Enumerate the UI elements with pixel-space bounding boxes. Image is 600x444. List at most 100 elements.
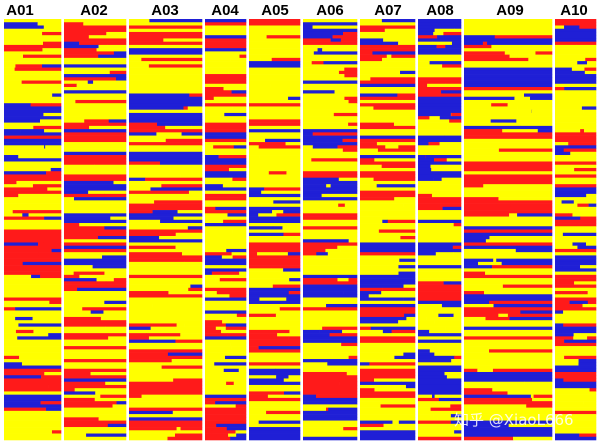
heatmap-cell [484, 291, 520, 295]
heatmap-cell [394, 197, 416, 201]
heatmap-cell [464, 41, 484, 46]
heatmap-cell [286, 297, 301, 302]
heatmap-cell [303, 48, 318, 52]
heatmap-cell [433, 31, 444, 36]
heatmap-cell [249, 155, 260, 159]
heatmap-cell [129, 239, 203, 243]
heatmap-cell [442, 206, 462, 211]
heatmap-cell [4, 210, 13, 214]
heatmap-cell [129, 19, 150, 23]
heatmap-cell [520, 310, 553, 314]
heatmap-cell [27, 362, 62, 366]
heatmap-cell [555, 31, 597, 36]
heatmap-cell [489, 235, 553, 240]
heatmap-cell [381, 125, 416, 130]
heatmap-cell [174, 433, 203, 438]
heatmap-cell [4, 184, 16, 188]
heatmap-cell [4, 158, 62, 162]
heatmap-cell [387, 219, 416, 224]
heatmap-cell [337, 245, 358, 250]
heatmap-cell [205, 38, 247, 42]
heatmap-cell [249, 164, 301, 169]
heatmap-cell [555, 129, 581, 133]
heatmap-cell [555, 164, 597, 169]
heatmap-cell [441, 177, 462, 182]
heatmap-cell [227, 213, 247, 217]
heatmap-cell [418, 132, 462, 136]
heatmap-cell [303, 245, 338, 250]
heatmap-cell [360, 278, 416, 282]
heatmap-cell [507, 103, 553, 107]
heatmap-cell [129, 103, 203, 107]
heatmap-cell [418, 103, 462, 107]
heatmap-cell [390, 87, 416, 91]
heatmap-cell [327, 362, 358, 366]
heatmap-cell [509, 255, 553, 259]
heatmap-cell [37, 346, 62, 350]
heatmap-cell [4, 206, 62, 211]
heatmap-cell [464, 28, 553, 33]
heatmap-cell [4, 125, 34, 130]
heatmap-cell [77, 287, 127, 292]
heatmap-cell [205, 268, 247, 272]
heatmap-cell [4, 297, 62, 302]
heatmap-cell [205, 167, 230, 172]
heatmap-cell [303, 106, 358, 110]
heatmap-cell [129, 109, 182, 114]
heatmap-cell [464, 38, 553, 42]
heatmap-cell [249, 365, 301, 370]
heatmap-cell [555, 287, 597, 292]
heatmap-cell [4, 436, 62, 441]
heatmap-cell [129, 61, 164, 65]
heatmap-cell [4, 174, 32, 178]
heatmap-cell [129, 167, 171, 172]
heatmap-cell [555, 193, 587, 198]
heatmap-cell [381, 164, 399, 169]
heatmap-cell [418, 365, 462, 370]
heatmap-cell [64, 57, 127, 62]
heatmap-cell [464, 313, 499, 318]
heatmap-cell [303, 213, 358, 217]
heatmap-cell [64, 48, 97, 52]
heatmap-cell [205, 74, 247, 78]
heatmap-cell [450, 57, 462, 62]
heatmap-cell [360, 316, 407, 321]
heatmap-cell [205, 265, 247, 269]
heatmap-cell [129, 187, 147, 191]
heatmap-cell [4, 216, 37, 221]
heatmap-cell [555, 391, 597, 395]
heatmap-cell [249, 177, 301, 182]
heatmap-cell [489, 349, 553, 353]
heatmap-cell [205, 420, 247, 425]
heatmap-cell [326, 184, 331, 188]
heatmap-cell [46, 407, 62, 412]
heatmap-cell [289, 281, 301, 285]
heatmap-cell [129, 352, 169, 357]
heatmap-cell [226, 381, 235, 386]
heatmap-cell [418, 362, 462, 366]
heatmap-cell [360, 342, 416, 347]
heatmap-cell [555, 44, 577, 49]
heatmap-cell [64, 64, 127, 68]
heatmap-cell [400, 235, 416, 240]
heatmap-cell [567, 177, 597, 182]
heatmap-cell [129, 129, 203, 133]
heatmap-cell [441, 90, 462, 94]
heatmap-cell [303, 129, 358, 133]
heatmap-cell [276, 213, 301, 217]
heatmap-cell [515, 329, 553, 334]
heatmap-cell [344, 67, 358, 72]
heatmap-cell [483, 184, 553, 188]
heatmap-cell [249, 70, 281, 75]
heatmap-cell [509, 213, 518, 217]
heatmap-cell [64, 268, 127, 272]
heatmap-cell [42, 64, 62, 68]
heatmap-cell [48, 333, 62, 337]
heatmap-cell [464, 420, 553, 425]
heatmap-cell [429, 329, 462, 334]
heatmap-cell [235, 430, 247, 434]
heatmap-cell [524, 381, 553, 386]
heatmap-cell [64, 77, 117, 81]
heatmap-cell [64, 38, 127, 42]
heatmap-cell [145, 371, 203, 376]
